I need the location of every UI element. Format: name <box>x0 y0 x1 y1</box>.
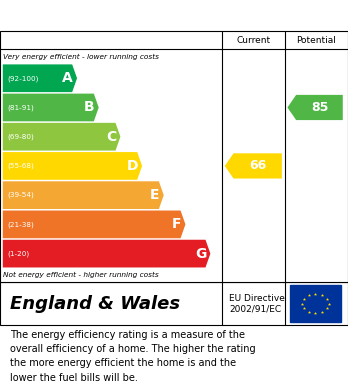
Text: Energy Efficiency Rating: Energy Efficiency Rating <box>10 8 232 23</box>
Text: (1-20): (1-20) <box>7 250 29 257</box>
Text: Potential: Potential <box>296 36 336 45</box>
FancyBboxPatch shape <box>290 285 341 321</box>
Polygon shape <box>3 210 185 238</box>
Polygon shape <box>3 93 99 121</box>
Text: G: G <box>195 247 206 261</box>
Text: 85: 85 <box>311 101 328 114</box>
Text: England & Wales: England & Wales <box>10 294 181 312</box>
Text: B: B <box>84 100 95 115</box>
Text: Not energy efficient - higher running costs: Not energy efficient - higher running co… <box>3 271 159 278</box>
Polygon shape <box>3 65 77 92</box>
Text: C: C <box>106 130 116 144</box>
Polygon shape <box>3 152 142 180</box>
Text: (81-91): (81-91) <box>7 104 34 111</box>
Text: F: F <box>172 217 181 231</box>
Text: E: E <box>150 188 160 202</box>
Text: (69-80): (69-80) <box>7 133 34 140</box>
Text: (55-68): (55-68) <box>7 163 34 169</box>
Text: EU Directive
2002/91/EC: EU Directive 2002/91/EC <box>229 294 285 313</box>
Polygon shape <box>3 240 211 267</box>
Text: (39-54): (39-54) <box>7 192 34 198</box>
Text: D: D <box>126 159 138 173</box>
Text: The energy efficiency rating is a measure of the
overall efficiency of a home. T: The energy efficiency rating is a measur… <box>10 330 256 383</box>
Text: (21-38): (21-38) <box>7 221 34 228</box>
Text: (92-100): (92-100) <box>7 75 38 81</box>
Polygon shape <box>225 153 282 179</box>
Polygon shape <box>3 181 164 209</box>
Text: Very energy efficient - lower running costs: Very energy efficient - lower running co… <box>3 54 159 60</box>
Text: A: A <box>62 71 73 85</box>
Text: 66: 66 <box>249 160 266 172</box>
Polygon shape <box>287 95 343 120</box>
Text: Current: Current <box>236 36 270 45</box>
Polygon shape <box>3 123 120 151</box>
